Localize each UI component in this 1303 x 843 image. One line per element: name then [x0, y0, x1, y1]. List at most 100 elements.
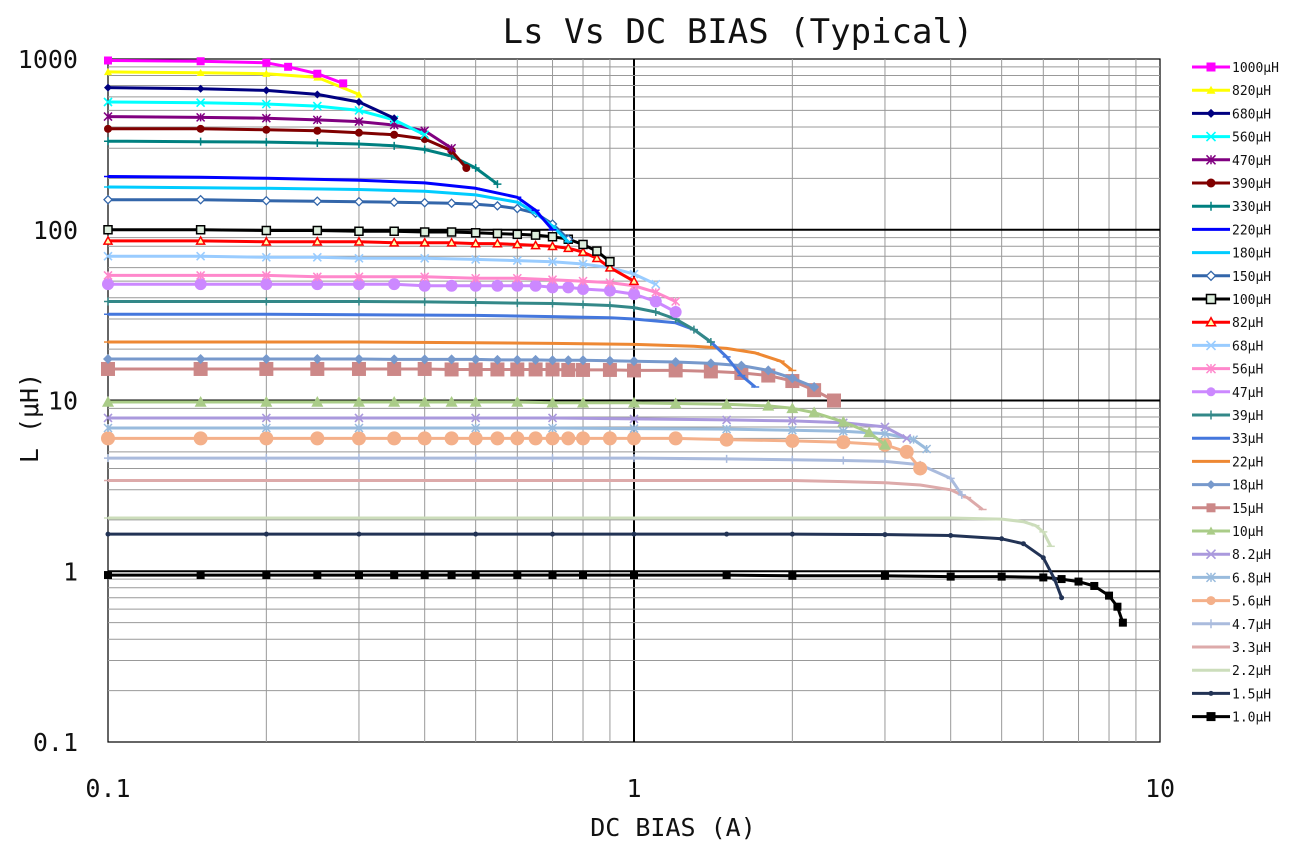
square-marker [1039, 573, 1048, 582]
plus-marker [390, 141, 399, 150]
plus-marker [957, 490, 966, 499]
star-marker [471, 423, 481, 433]
triangle-marker [102, 235, 114, 245]
triangle-marker [547, 240, 558, 251]
x-tick-label: 1 [626, 774, 641, 803]
circle-marker [719, 432, 734, 447]
plus-marker [104, 454, 112, 463]
circle-marker [913, 461, 928, 476]
circle-marker [262, 125, 271, 134]
triangle-marker [419, 237, 430, 247]
legend-item: 390μH [1192, 177, 1271, 192]
square-marker [195, 225, 206, 235]
diamond-marker [604, 355, 615, 366]
triangle-marker [1206, 526, 1216, 535]
legend-item: 220μH [1192, 223, 1271, 238]
legend-item: 22μH [1192, 455, 1263, 470]
circle-marker [899, 444, 914, 459]
star-marker [196, 112, 206, 122]
triangle-marker [577, 246, 589, 257]
square-marker [471, 571, 480, 580]
legend-item: 470μH [1192, 154, 1271, 169]
plus-marker [104, 297, 112, 306]
circle-marker [259, 431, 274, 446]
x-marker [354, 413, 364, 423]
triangle-marker [104, 67, 112, 76]
series-line [107, 86, 395, 120]
x-marker [312, 101, 322, 111]
square-marker [261, 225, 272, 236]
square-marker [351, 361, 366, 376]
legend-label: 330μH [1232, 200, 1271, 215]
x-marker [512, 255, 522, 266]
star-marker [471, 273, 481, 283]
x-marker [722, 415, 732, 425]
diamond-marker [629, 356, 639, 367]
square-marker [578, 239, 588, 250]
square-marker [470, 228, 481, 238]
dot-marker [724, 531, 730, 537]
series-line [107, 139, 499, 186]
series-680uH [104, 83, 399, 123]
x-marker [471, 254, 481, 265]
triangle-marker [262, 69, 271, 77]
square-marker [997, 572, 1006, 581]
series-line [108, 426, 928, 451]
circle-marker [390, 130, 399, 139]
x-marker [354, 253, 364, 263]
dot-marker [356, 531, 362, 537]
triangle-marker [546, 396, 559, 408]
square-marker [390, 571, 399, 580]
diamond-marker [261, 195, 272, 206]
legend-label: 220μH [1232, 223, 1271, 238]
triangle-marker [470, 238, 481, 248]
dot-marker [1040, 555, 1046, 561]
diamond-marker [809, 381, 820, 392]
star-marker [1205, 572, 1217, 583]
series-1.0uH [104, 571, 1127, 627]
square-marker [547, 231, 558, 242]
x-marker [103, 251, 113, 261]
square-marker [1057, 575, 1066, 584]
diamond-marker [446, 354, 457, 365]
legend-label: 18μH [1232, 479, 1263, 494]
circle-marker [603, 284, 616, 297]
x-marker [787, 416, 797, 426]
square-marker [627, 363, 641, 378]
square-marker [592, 246, 602, 256]
dot-marker [1059, 595, 1065, 601]
star-marker [103, 423, 113, 433]
legend-item: 560μH [1192, 131, 1271, 146]
triangle-marker [512, 238, 523, 249]
x-marker [1205, 131, 1217, 142]
legend-item: 5.6μH [1192, 595, 1271, 610]
triangle-marker [1206, 85, 1216, 94]
axes: 0.1 1 10 0.1 1 10 100 1000 [18, 45, 1175, 803]
triangle-marker [563, 242, 574, 253]
x-marker [547, 257, 558, 267]
square-marker [630, 571, 638, 580]
star-marker [354, 272, 364, 282]
diamond-marker [1206, 108, 1216, 118]
square-marker [490, 362, 505, 377]
dot-marker [105, 531, 111, 537]
square-marker [512, 229, 523, 240]
circle-marker [785, 433, 800, 448]
diamond-marker [512, 203, 523, 214]
square-marker [196, 571, 205, 580]
circle-marker [577, 282, 590, 295]
circle-marker [462, 163, 471, 172]
plus-marker [354, 139, 363, 148]
series-56uH [103, 270, 681, 307]
square-marker [880, 571, 889, 580]
series-6.8uH [103, 423, 932, 454]
triangle-marker [591, 252, 603, 263]
circle-marker [490, 431, 505, 446]
legend-label: 15μH [1232, 502, 1263, 517]
legend-item: 180μH [1192, 247, 1271, 262]
series-470uH [103, 112, 457, 153]
diamond-marker [103, 194, 113, 205]
star-marker [1205, 154, 1217, 165]
square-marker [419, 227, 430, 237]
star-marker [261, 270, 271, 280]
